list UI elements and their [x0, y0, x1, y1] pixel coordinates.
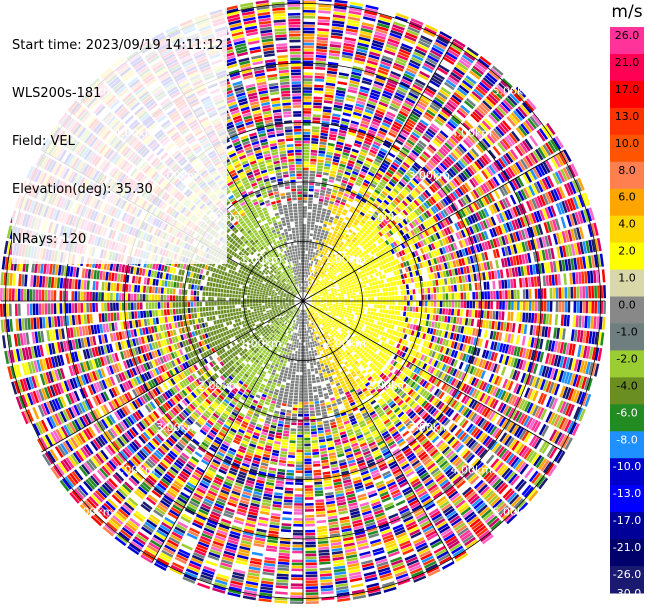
- colorbar-cell: [610, 485, 644, 513]
- colorbar-tick-label: 13.0: [615, 110, 640, 123]
- colorbar-cells: [610, 27, 644, 594]
- range-ring-label: 4.00km: [451, 463, 493, 476]
- colorbar-tick-label: -4.0: [616, 379, 637, 392]
- nrays-label: NRays: 120: [12, 232, 87, 247]
- colorbar-tick-label: 10.0: [615, 137, 640, 150]
- velocity-field: [0, 0, 606, 604]
- colorbar-cell: [610, 458, 644, 486]
- colorbar-tick-label: -8.0: [616, 433, 637, 446]
- velocity-gates: [255, 170, 354, 432]
- azimuth-spoke: [302, 300, 565, 453]
- colorbar-tick-label: 8.0: [618, 164, 636, 177]
- colorbar-tick-label: -13.0: [613, 487, 641, 500]
- range-ring-label: 2.00km: [366, 379, 408, 392]
- colorbar-cell: [610, 242, 644, 271]
- colorbar-tick-label: -21.0: [613, 541, 641, 554]
- colorbar-cell: [610, 350, 644, 378]
- colorbar-cell: [610, 80, 644, 109]
- colorbar-cell: [610, 161, 644, 190]
- range-ring-label: 1.00km: [240, 337, 282, 350]
- colorbar-title: m/s: [611, 2, 642, 22]
- colorbar-tick-label: -26.0: [613, 568, 641, 581]
- colorbar-cell: [610, 27, 644, 55]
- azimuth-spoke: [302, 300, 455, 563]
- range-ring-label: 2.00km: [198, 379, 240, 392]
- range-ring-label: 4.00km: [114, 463, 156, 476]
- velocity-gates: [0, 1, 602, 601]
- elevation-label: Elevation(deg): 35.30: [12, 182, 153, 197]
- colorbar-cell: [610, 512, 644, 540]
- colorbar-tick-label: 17.0: [615, 83, 640, 96]
- colorbar-cell: [610, 269, 644, 298]
- range-ring-label: 3.00km: [408, 169, 450, 182]
- azimuth-spoke: [302, 39, 455, 302]
- colorbar-tick-label: -30.0: [613, 587, 641, 600]
- colorbar-cell: [610, 377, 644, 405]
- azimuth-spoke: [302, 149, 565, 302]
- velocity-gates: [10, 0, 602, 594]
- colorbar-cell: [610, 134, 644, 163]
- range-ring-label: 5.00km: [493, 505, 535, 518]
- colorbar-tick-label: 2.0: [618, 245, 636, 258]
- colorbar-tick-label: 1.0: [618, 272, 636, 285]
- colorbar-cell: [610, 53, 644, 82]
- colorbar-cell: [610, 539, 644, 567]
- range-ring-label: 1.00km: [240, 253, 282, 266]
- colorbar-tick-label: 26.0: [615, 29, 640, 42]
- range-ring-label: 3.00km: [408, 421, 450, 434]
- colorbar-tick-label: 6.0: [618, 191, 636, 204]
- colorbar-cell: [610, 404, 644, 432]
- start-time-label: Start time: 2023/09/19 14:11:12: [12, 38, 224, 53]
- azimuth-spoke: [41, 300, 304, 453]
- colorbar-tick-label: -2.0: [616, 352, 637, 365]
- colorbar-tick-labels: 26.0 21.0 17.0 13.0 10.0 8.0 6.0 4.0 2.0 1.0 0.0 -1…: [613, 29, 641, 600]
- range-ring-label: 2.00km: [366, 211, 408, 224]
- colorbar-tick-label: 0.0: [618, 299, 636, 312]
- scan-info-panel: Start time: 2023/09/19 14:11:12 WLS200s-…: [12, 6, 228, 264]
- colorbar-tick-label: -1.0: [616, 325, 637, 338]
- colorbar-cell: [610, 566, 644, 594]
- velocity-gates: [172, 201, 298, 403]
- range-ring-label: 5.00km: [72, 505, 114, 518]
- colorbar-cell: [610, 431, 644, 459]
- azimuth-spoke: [151, 300, 304, 563]
- range-ring-label: 1.00km: [324, 253, 366, 266]
- field-label: Field: VEL: [12, 134, 75, 149]
- velocity-gates: [0, 0, 600, 599]
- instrument-label: WLS200s-181: [12, 86, 102, 101]
- colorbar-cell: [610, 107, 644, 136]
- colorbar-tick-label: 21.0: [615, 56, 640, 69]
- range-ring-label: 1.00km: [324, 337, 366, 350]
- colorbar-tick-label: -17.0: [613, 514, 641, 527]
- colorbar-cell: [610, 296, 644, 324]
- colorbar-tick-label: 4.0: [618, 218, 636, 231]
- colorbar-tick-label: -10.0: [613, 460, 641, 473]
- range-ring-label: 5.00km: [493, 85, 535, 98]
- colorbar-tick-label: -6.0: [616, 406, 637, 419]
- range-labels: 1.00km 1.00km 1.00km 1.00km 2.00km 2.00km 2.00…: [72, 85, 534, 519]
- colorbar-cell: [610, 323, 644, 351]
- range-ring-label: 3.00km: [156, 421, 198, 434]
- colorbar-cell: [610, 188, 644, 217]
- range-ring-label: 4.00km: [451, 127, 493, 140]
- colorbar: m/s 26.0 21.0 17.0 13.0 10.0 8.0 6.0 4.0 2.0 1.0 0…: [610, 2, 644, 600]
- ppi-velocity-display: 1.00km 1.00km 1.00km 1.00km 2.00km 2.00km 2.00…: [0, 0, 606, 604]
- colorbar-cell: [610, 215, 644, 244]
